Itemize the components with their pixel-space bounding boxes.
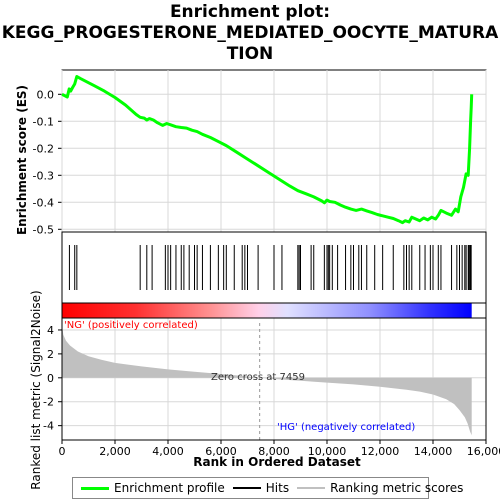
es-panel: 0.0 -0.1 -0.2 -0.3 -0.4 -0.5 bbox=[33, 69, 487, 236]
metric-y-tick-label: 4 bbox=[47, 324, 54, 337]
title-line-2: KEGG_PROGESTERONE_MEDIATED_OOCYTE_MATURA bbox=[1, 23, 499, 43]
chart-title: Enrichment plot: KEGG_PROGESTERONE_MEDIA… bbox=[0, 2, 500, 65]
x-tick-label: 4,000 bbox=[152, 445, 184, 458]
title-line-1: Enrichment plot: bbox=[169, 2, 331, 22]
rank-color-bar bbox=[62, 303, 472, 318]
es-y-tick-label: -0.4 bbox=[33, 196, 54, 209]
metric-y-axis-label: Ranked list metric (Signal2Noise) bbox=[29, 290, 43, 489]
es-y-axis-label: Enrichment score (ES) bbox=[15, 85, 29, 235]
hits-panel bbox=[61, 231, 487, 319]
x-tick-label: 0 bbox=[59, 445, 66, 458]
positive-correlation-label: 'NG' (positively correlated) bbox=[64, 320, 198, 331]
metric-y-tick-label: -2 bbox=[43, 396, 54, 409]
es-y-tick-label: -0.2 bbox=[33, 142, 54, 155]
metric-y-tick-label: 0 bbox=[47, 372, 54, 385]
x-axis-label: Rank in Ordered Dataset bbox=[193, 455, 361, 469]
x-tick-label: 8,000 bbox=[258, 445, 290, 458]
legend-label-hits: Hits bbox=[265, 481, 290, 495]
legend-swatch-green bbox=[81, 486, 109, 490]
x-tick-label: 10,000 bbox=[308, 445, 347, 458]
x-tick-label: 6,000 bbox=[205, 445, 237, 458]
zero-cross-label: Zero cross at 7459 bbox=[211, 372, 305, 383]
metric-y-tick-label: -4 bbox=[43, 420, 54, 433]
legend-label-enrichment-profile: Enrichment profile bbox=[114, 481, 225, 495]
legend-item-ranking-metric: Ranking metric scores bbox=[297, 481, 463, 495]
legend-item-enrichment-profile: Enrichment profile bbox=[81, 481, 225, 495]
es-y-tick-label: -0.5 bbox=[33, 223, 54, 236]
x-tick-label: 16,000 bbox=[467, 445, 500, 458]
legend-swatch-black bbox=[232, 487, 261, 489]
x-tick-label: 14,000 bbox=[414, 445, 453, 458]
legend-swatch-gray bbox=[297, 487, 326, 489]
legend-item-hits: Hits bbox=[232, 481, 290, 495]
es-y-tick-label: -0.1 bbox=[33, 115, 54, 128]
ranking-metric-area bbox=[62, 325, 472, 436]
enrichment-profile-line bbox=[61, 75, 474, 225]
negative-correlation-label: 'HG' (negatively correlated) bbox=[277, 422, 415, 433]
legend-label-ranking-metric: Ranking metric scores bbox=[330, 481, 464, 495]
x-tick-label: 2,000 bbox=[99, 445, 131, 458]
metric-y-tick-label: 2 bbox=[47, 348, 54, 361]
es-y-tick-label: -0.3 bbox=[33, 169, 54, 182]
metric-panel: 4 2 0 -2 -4 bbox=[43, 317, 487, 441]
es-y-tick-label: 0.0 bbox=[37, 88, 55, 101]
x-tick-label: 12,000 bbox=[361, 445, 400, 458]
title-line-3: TION bbox=[226, 44, 274, 64]
legend: Enrichment profile Hits Ranking metric s… bbox=[72, 477, 463, 499]
x-axis: 0 2,000 4,000 6,000 8,000 10,000 12,000 14,000 1… bbox=[59, 440, 500, 458]
